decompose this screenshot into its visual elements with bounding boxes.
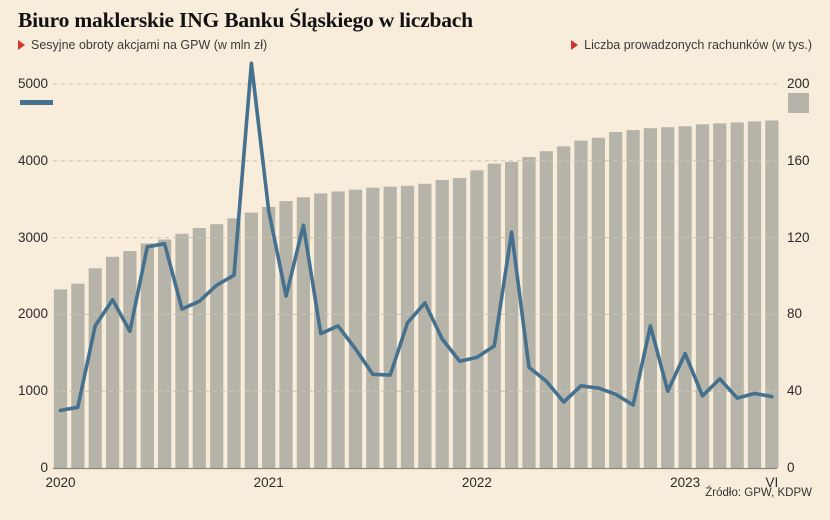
account-bar [661,127,675,468]
account-bar [765,120,779,468]
line-series-key-icon [20,100,53,105]
account-bar [262,206,276,468]
account-bar [210,224,224,468]
account-bar [348,189,363,468]
account-bar [88,268,102,468]
account-bar [366,187,380,468]
y-axis-label-right: 40 [787,383,803,399]
account-bar [175,233,189,468]
y-axis-label-right: 80 [787,306,803,322]
account-bar [418,183,432,469]
x-axis-label: 2023 [670,475,701,490]
legend-marker-icon [18,40,25,50]
account-bar [452,178,467,468]
account-bar [296,197,310,469]
account-bar [609,132,623,468]
y-axis-label-left: 1000 [17,383,48,399]
account-bar [557,146,571,468]
account-bar [192,228,206,468]
account-bar [158,239,172,468]
legend-right: Liczba prowadzonych rachunków (w tys.) [571,38,812,52]
x-axis-label: 2020 [45,475,76,490]
account-bar [730,122,744,469]
legend-left: Sesyjne obroty akcjami na GPW (w mln zł) [18,38,267,52]
turnover-line [58,61,774,413]
y-axis-label-left: 2000 [17,306,48,322]
account-bar [383,186,397,468]
y-axis-label-right: 200 [787,76,810,91]
account-bar [331,191,345,468]
account-bar [71,283,85,468]
x-axis-label: 2022 [461,475,492,490]
y-axis-label-right: 120 [787,229,810,245]
legend-left-label: Sesyjne obroty akcjami na GPW (w mln zł) [31,38,268,52]
legend-right-label: Liczba prowadzonych rachunków (w tys.) [584,38,812,52]
account-bar [591,137,605,469]
account-bar [140,243,154,468]
account-bar [227,218,241,468]
account-bar [470,170,484,468]
chart-title: Biuro maklerskie ING Banku Śląskiego w l… [18,8,473,32]
account-bar [244,212,258,468]
account-bar [522,157,536,468]
account-bar [435,180,449,468]
account-bar [678,126,692,468]
x-axis-label: VI [765,475,779,490]
account-bar [574,140,588,468]
y-axis-label-right: 0 [787,460,795,475]
y-axis-label-left: 3000 [17,229,48,245]
y-axis-label-left: 5000 [17,76,48,91]
account-bar [505,161,519,469]
source-note: Źródło: GPW, KDPW [705,487,812,499]
account-bar [695,124,710,469]
account-bar [53,289,68,468]
account-bar [279,201,293,468]
x-axis-label: 2021 [253,475,284,490]
y-axis-label-left: 0 [40,460,48,475]
account-bar [539,151,553,468]
account-bar [123,251,137,468]
account-bar [487,163,501,468]
account-bar [643,128,657,468]
account-bar [626,130,640,468]
account-bar [106,256,120,468]
y-axis-label-right: 160 [787,152,810,168]
account-bar [747,121,762,469]
bar-series-key-icon [788,93,809,113]
legend-marker-icon [571,40,579,50]
account-bar [713,123,727,469]
y-axis-label-left: 4000 [17,152,48,168]
